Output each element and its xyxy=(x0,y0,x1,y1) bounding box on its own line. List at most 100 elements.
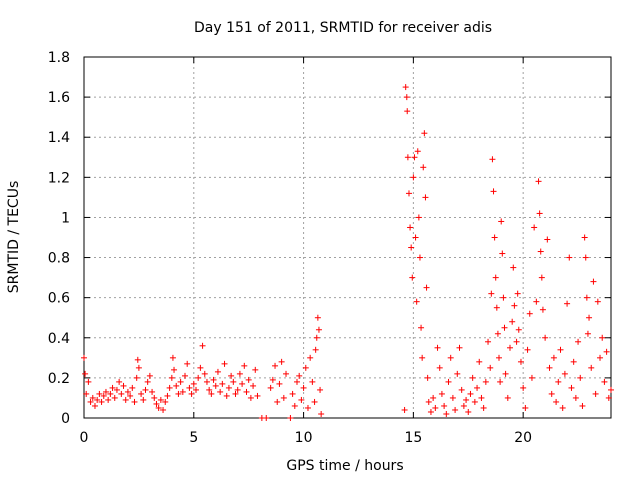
data-point xyxy=(478,394,485,401)
data-point xyxy=(407,224,414,231)
data-point xyxy=(581,234,588,241)
data-point xyxy=(83,390,90,397)
data-point xyxy=(485,338,492,345)
data-point xyxy=(401,406,408,413)
data-point xyxy=(608,386,614,393)
data-point xyxy=(570,358,577,365)
data-point xyxy=(107,390,114,397)
axis-ticks: 0 0.2 0.4 0.6 0.8 1 1.2 1.4 1.6 1.8 0 5 10 15 20 xyxy=(48,50,611,446)
data-point xyxy=(314,314,321,321)
data-point xyxy=(203,378,210,385)
data-point xyxy=(489,156,496,163)
data-point xyxy=(94,396,101,403)
data-point xyxy=(85,378,92,385)
data-point xyxy=(118,390,125,397)
data-point xyxy=(430,394,437,401)
data-point xyxy=(162,398,169,405)
data-point xyxy=(245,376,252,383)
data-point xyxy=(87,398,94,405)
data-point xyxy=(127,392,134,399)
data-point xyxy=(102,388,109,395)
data-point xyxy=(443,410,450,417)
data-point xyxy=(469,374,476,381)
data-point xyxy=(113,386,120,393)
data-point xyxy=(89,394,96,401)
data-point xyxy=(179,388,186,395)
data-point xyxy=(542,334,549,341)
data-point xyxy=(566,254,573,261)
data-point xyxy=(195,374,202,381)
data-point xyxy=(482,378,489,385)
y-tick-label: 1 xyxy=(61,210,70,226)
data-point xyxy=(309,378,316,385)
data-point xyxy=(263,415,270,421)
data-point xyxy=(492,274,499,281)
data-point xyxy=(212,382,219,389)
data-point xyxy=(171,366,178,373)
data-point xyxy=(408,244,415,251)
data-point xyxy=(561,370,568,377)
data-point xyxy=(555,378,562,385)
data-point xyxy=(583,294,590,301)
data-point xyxy=(300,384,307,391)
data-point xyxy=(219,380,226,387)
data-point xyxy=(250,382,257,389)
data-point xyxy=(293,378,300,385)
data-point xyxy=(129,384,136,391)
data-point xyxy=(404,154,411,161)
data-point xyxy=(434,344,441,351)
data-point xyxy=(557,346,564,353)
data-point xyxy=(166,384,173,391)
data-point xyxy=(493,304,500,311)
data-point xyxy=(546,364,553,371)
x-axis-label: GPS time / hours xyxy=(286,458,403,474)
data-point xyxy=(120,382,127,389)
data-point xyxy=(146,372,153,379)
data-point xyxy=(169,354,176,361)
data-point xyxy=(452,406,459,413)
data-point xyxy=(122,396,129,403)
y-tick-label: 1.6 xyxy=(48,90,70,106)
data-point xyxy=(234,386,241,393)
data-point xyxy=(283,370,290,377)
data-point xyxy=(317,386,324,393)
data-point xyxy=(247,394,254,401)
data-point xyxy=(539,306,546,313)
data-point xyxy=(307,354,314,361)
data-point xyxy=(276,380,283,387)
y-tick-label: 0 xyxy=(61,411,70,427)
data-point xyxy=(496,354,503,361)
data-point xyxy=(315,326,322,333)
data-point xyxy=(490,188,497,195)
data-point xyxy=(272,362,279,369)
data-point xyxy=(81,354,87,361)
data-point xyxy=(544,236,551,243)
data-point xyxy=(418,324,425,331)
data-point xyxy=(447,354,454,361)
data-point xyxy=(318,410,325,417)
data-point xyxy=(520,384,527,391)
data-point xyxy=(289,390,296,397)
data-point xyxy=(424,374,431,381)
data-point xyxy=(109,384,116,391)
data-point xyxy=(460,402,467,409)
data-point xyxy=(548,390,555,397)
data-point xyxy=(201,370,208,377)
data-point xyxy=(225,384,232,391)
data-point xyxy=(413,298,420,305)
data-point xyxy=(96,390,103,397)
data-point xyxy=(135,364,142,371)
x-tick-label: 0 xyxy=(80,430,89,446)
data-point xyxy=(404,108,411,115)
data-point xyxy=(465,408,472,415)
data-point xyxy=(177,378,184,385)
data-point xyxy=(419,354,426,361)
data-point xyxy=(480,404,487,411)
data-point xyxy=(157,396,164,403)
data-point xyxy=(432,404,439,411)
data-point xyxy=(197,364,204,371)
data-point xyxy=(582,254,589,261)
data-point xyxy=(131,398,138,405)
data-point xyxy=(422,194,429,201)
data-point xyxy=(445,378,452,385)
